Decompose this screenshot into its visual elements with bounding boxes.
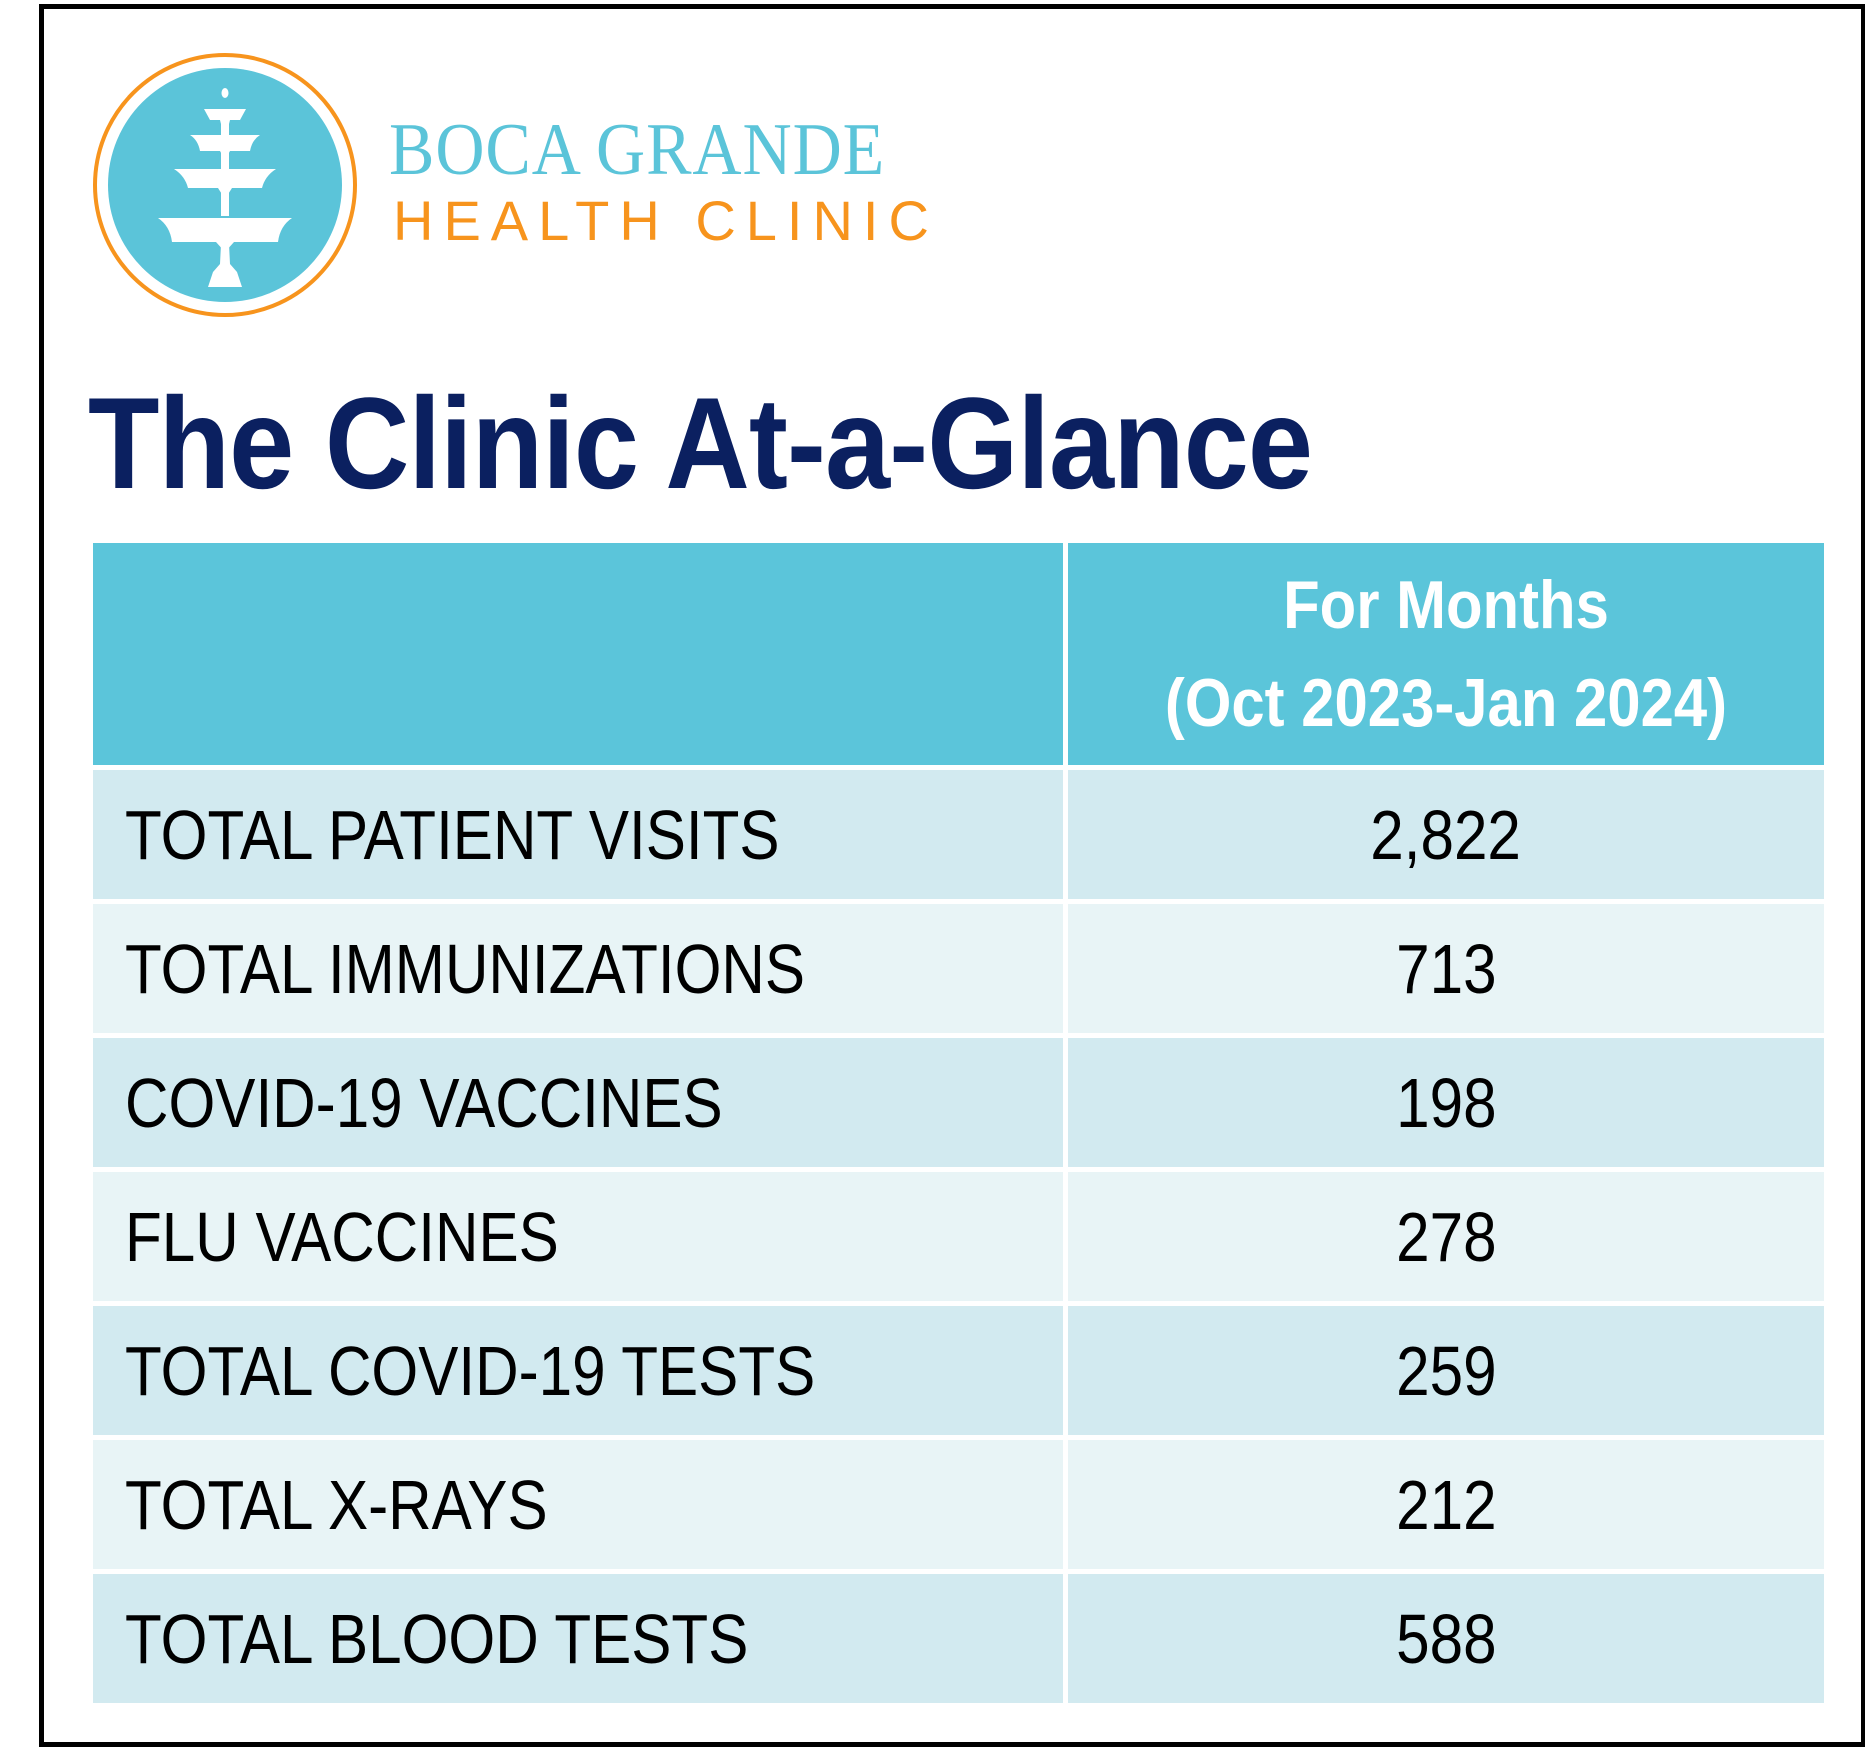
row-value: 713 [1395, 929, 1497, 1008]
brand-name-line2: HEALTH CLINIC [393, 189, 939, 252]
row-value: 588 [1395, 1599, 1497, 1678]
row-label: TOTAL PATIENT VISITS [125, 795, 780, 874]
table-row: TOTAL PATIENT VISITS 2,822 [93, 770, 1824, 899]
table-row: COVID-19 VACCINES 198 [93, 1038, 1824, 1167]
row-label: TOTAL IMMUNIZATIONS [125, 929, 806, 1008]
row-value: 278 [1395, 1197, 1497, 1276]
row-label: TOTAL X-RAYS [125, 1465, 548, 1544]
row-label: COVID-19 VACCINES [125, 1063, 723, 1142]
header-period-line1: For Months [1283, 567, 1609, 643]
page-title: The Clinic At-a-Glance [88, 370, 1313, 516]
table-row: FLU VACCINES 278 [93, 1172, 1824, 1301]
row-value: 259 [1395, 1331, 1497, 1410]
stats-table: For Months (Oct 2023-Jan 2024) TOTAL PAT… [93, 543, 1824, 1703]
row-value: 2,822 [1370, 795, 1522, 874]
table-row: TOTAL COVID-19 TESTS 259 [93, 1306, 1824, 1435]
fountain-icon [93, 53, 357, 317]
brand-name-line1: BOCA GRANDE [389, 109, 886, 191]
header-label-cell [93, 543, 1063, 765]
row-label: TOTAL COVID-19 TESTS [125, 1331, 816, 1410]
table-row: TOTAL BLOOD TESTS 588 [93, 1574, 1824, 1703]
table-row: TOTAL IMMUNIZATIONS 713 [93, 904, 1824, 1033]
table-row: TOTAL X-RAYS 212 [93, 1440, 1824, 1569]
header-period-line2: (Oct 2023-Jan 2024) [1164, 665, 1728, 741]
row-value: 212 [1395, 1465, 1497, 1544]
row-label: TOTAL BLOOD TESTS [125, 1599, 749, 1678]
page-border [39, 4, 1865, 1747]
row-value: 198 [1395, 1063, 1497, 1142]
row-label: FLU VACCINES [125, 1197, 559, 1276]
header-period-cell: For Months (Oct 2023-Jan 2024) [1068, 543, 1824, 765]
table-header: For Months (Oct 2023-Jan 2024) [93, 543, 1824, 765]
